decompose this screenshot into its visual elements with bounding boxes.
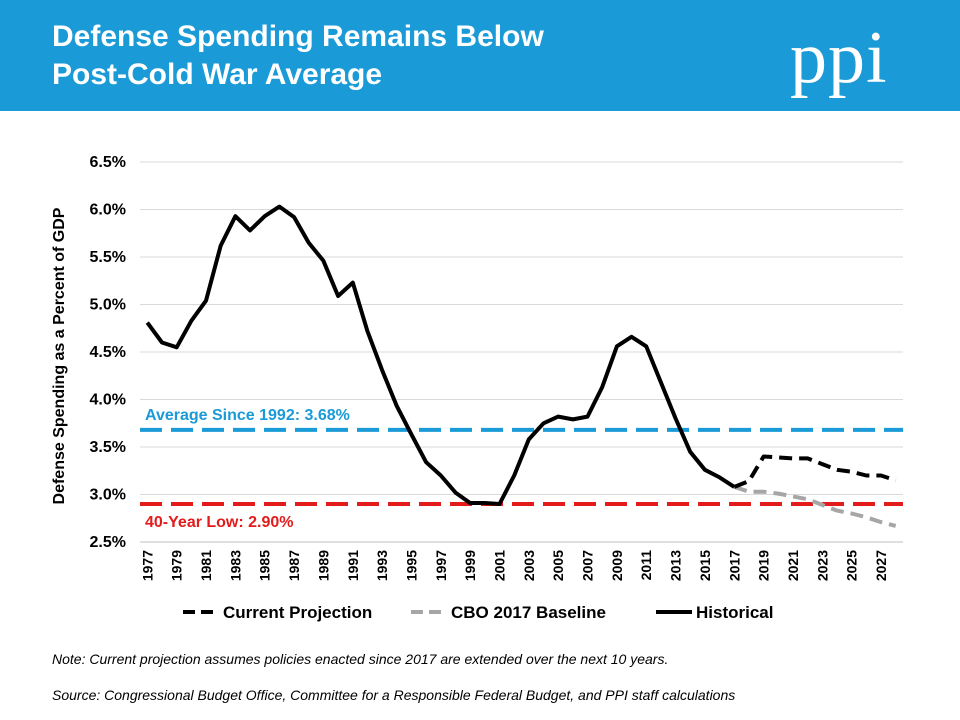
y-axis-ticks: 2.5% 3.0% 3.5% 4.0% 4.5% 5.0% 5.5% 6.0% 6.5%	[90, 154, 126, 551]
x-tick-label: 1983	[227, 550, 243, 581]
x-tick-label: 1989	[315, 550, 331, 581]
x-tick-label: 2019	[756, 550, 772, 581]
y-tick-label: 5.5%	[90, 249, 126, 266]
chart-title: Defense Spending Remains Below Post-Cold…	[52, 18, 652, 94]
y-tick-label: 3.0%	[90, 487, 126, 504]
x-axis-ticks: 1977 1979 1981 1983 1985 1987 1989 1991 1993 1995…	[139, 550, 889, 581]
gridlines	[140, 161, 903, 543]
y-tick-label: 2.5%	[90, 534, 126, 551]
x-tick-label: 2009	[609, 550, 625, 581]
x-tick-label: 2021	[785, 550, 801, 581]
title-line-2: Post-Cold War Average	[52, 58, 383, 91]
x-tick-label: 2011	[638, 550, 654, 581]
x-tick-label: 1999	[462, 550, 478, 581]
title-line-1: Defense Spending Remains Below	[52, 20, 544, 53]
x-tick-label: 1997	[433, 550, 449, 581]
legend-label: Current Projection	[223, 603, 372, 622]
x-tick-label: 2025	[844, 550, 860, 581]
legend-label: Historical	[696, 603, 773, 622]
x-tick-label: 2017	[726, 550, 742, 581]
series-cbo-2017-baseline	[733, 485, 897, 528]
x-tick-label: 1987	[286, 550, 302, 581]
x-tick-label: 2013	[668, 550, 684, 581]
y-tick-label: 4.5%	[90, 344, 126, 361]
x-tick-label: 1977	[139, 550, 155, 581]
x-tick-label: 2001	[491, 550, 507, 581]
series-historical	[145, 204, 736, 506]
x-tick-label: 1995	[403, 550, 419, 581]
source-note: Source: Congressional Budget Office, Com…	[52, 687, 736, 703]
x-tick-label: 2023	[814, 550, 830, 581]
legend-label: CBO 2017 Baseline	[451, 603, 606, 622]
series-current-projection	[733, 454, 897, 489]
x-tick-label: 2027	[873, 550, 889, 581]
footnote: Note: Current projection assumes policie…	[52, 651, 669, 667]
line-chart: 2.5% 3.0% 3.5% 4.0% 4.5% 5.0% 5.5% 6.0% 6.5% 197…	[51, 154, 903, 622]
y-tick-label: 5.0%	[90, 297, 126, 314]
x-tick-label: 1985	[257, 550, 273, 581]
title-banner: Defense Spending Remains Below Post-Cold…	[0, 0, 960, 111]
x-tick-label: 1993	[374, 550, 390, 581]
x-tick-label: 2015	[697, 550, 713, 581]
ppi-logo: ppi	[790, 17, 888, 99]
legend: Current Projection CBO 2017 Baseline Histo…	[183, 603, 773, 622]
reference-lines: Average Since 1992: 3.68% 40-Year Low: 2.…	[140, 407, 903, 531]
low-label: 40-Year Low: 2.90%	[145, 514, 294, 531]
y-tick-label: 6.5%	[90, 154, 126, 171]
x-tick-label: 2005	[550, 550, 566, 581]
y-axis-label: Defense Spending as a Percent of GDP	[51, 207, 68, 504]
y-tick-label: 6.0%	[90, 202, 126, 219]
x-tick-label: 1979	[169, 550, 185, 581]
average-label: Average Since 1992: 3.68%	[145, 407, 350, 424]
y-tick-label: 3.5%	[90, 439, 126, 456]
x-tick-label: 1991	[345, 550, 361, 581]
y-tick-label: 4.0%	[90, 392, 126, 409]
x-tick-label: 1981	[198, 550, 214, 581]
series-lines	[145, 204, 897, 528]
x-tick-label: 2003	[521, 550, 537, 581]
x-tick-label: 2007	[580, 550, 596, 581]
